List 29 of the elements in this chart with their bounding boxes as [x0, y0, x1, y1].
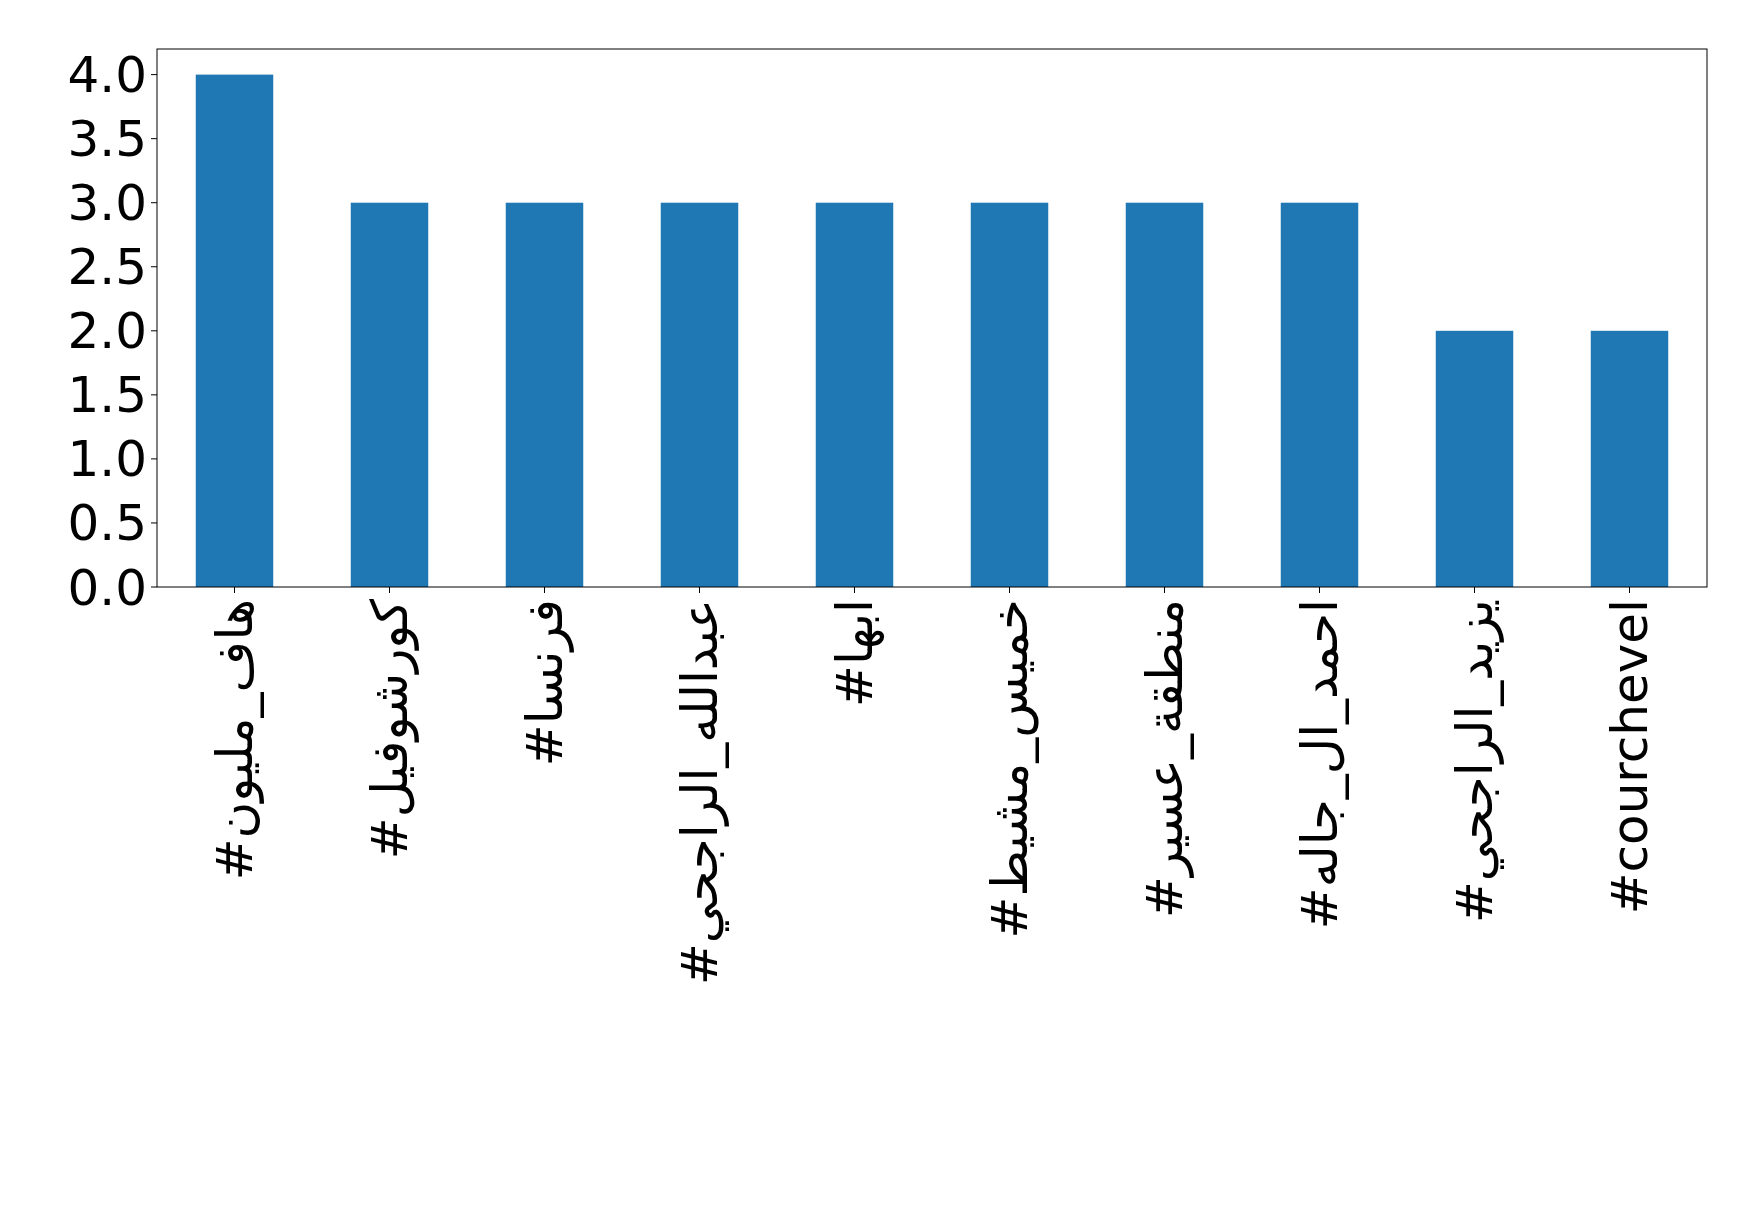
y-tick-label: 3.5: [67, 110, 147, 169]
x-tick-label: #فرنسا: [516, 599, 574, 767]
x-tick-label: #هاف_مليون: [206, 599, 264, 881]
y-tick-label: 3.0: [67, 174, 147, 233]
y-tick-label: 1.5: [67, 366, 147, 425]
x-tick-label: #كورشوفيل: [361, 598, 419, 860]
y-tick-label: 2.5: [67, 238, 147, 297]
x-tick-label: #courchevel: [1601, 599, 1659, 915]
bar: [195, 74, 274, 587]
bar: [350, 202, 429, 587]
x-tick-label: #خميس_مشيط: [981, 599, 1039, 939]
bar: [1280, 202, 1359, 587]
bar: [1590, 330, 1669, 587]
x-tick-label: #ابها: [826, 599, 885, 707]
x-tick-label: #عبدالله_الراجحي: [671, 599, 729, 986]
bar: [815, 202, 894, 587]
y-tick-label: 1.0: [67, 430, 147, 489]
y-tick-label: 2.0: [67, 302, 147, 361]
bar: [660, 202, 739, 587]
y-tick-label: 0.0: [67, 558, 147, 617]
bar: [505, 202, 584, 587]
bar: [1125, 202, 1204, 587]
x-tick-label: #يزيد_الراجحي: [1446, 599, 1504, 924]
y-tick-label: 0.5: [67, 494, 147, 553]
x-tick-label: #احمد_ال_جاله: [1291, 599, 1349, 930]
bar: [1435, 330, 1514, 587]
y-tick-label: 4.0: [67, 46, 147, 105]
x-tick-label: #منطقة_عسير: [1136, 599, 1194, 919]
bar: [970, 202, 1049, 587]
